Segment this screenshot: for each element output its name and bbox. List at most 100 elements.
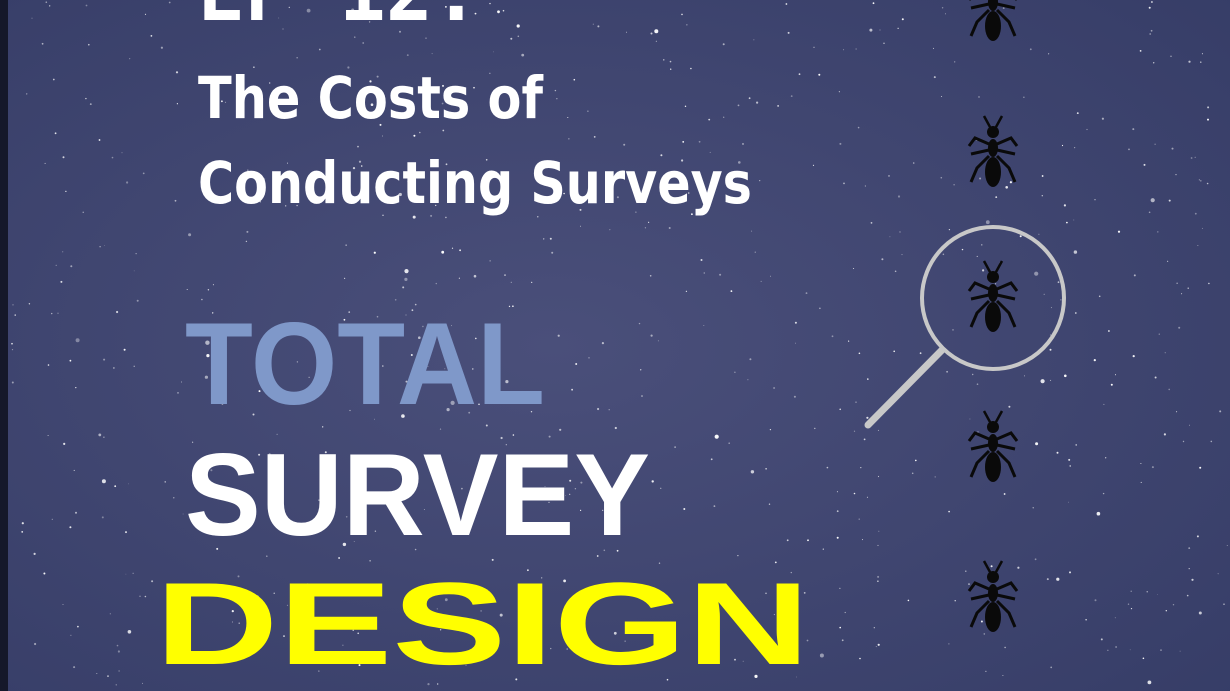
- star: [70, 265, 73, 268]
- star: [1069, 571, 1071, 574]
- star: [812, 164, 815, 166]
- star: [128, 483, 130, 485]
- star: [281, 526, 284, 528]
- star: [580, 481, 583, 484]
- star: [1100, 638, 1103, 641]
- star: [819, 653, 824, 658]
- star: [566, 648, 568, 650]
- star: [753, 39, 755, 41]
- star: [221, 100, 223, 103]
- star: [450, 400, 455, 405]
- star: [554, 89, 557, 92]
- star: [221, 402, 224, 405]
- star: [405, 380, 408, 383]
- star: [496, 208, 498, 210]
- star: [1009, 181, 1013, 184]
- star: [201, 76, 204, 79]
- star: [1049, 334, 1051, 336]
- magnifying-glass-icon: [864, 225, 1066, 429]
- star: [790, 571, 792, 574]
- star: [459, 249, 461, 252]
- star: [451, 247, 454, 249]
- star: [742, 660, 744, 662]
- star: [723, 116, 725, 118]
- star: [210, 469, 213, 472]
- star: [26, 93, 28, 95]
- star: [115, 684, 117, 686]
- star: [427, 683, 430, 686]
- star: [934, 476, 936, 478]
- star: [385, 196, 388, 198]
- star: [888, 175, 890, 177]
- star: [858, 352, 861, 355]
- star: [468, 411, 471, 414]
- star: [592, 23, 594, 25]
- star: [1200, 180, 1202, 182]
- star: [650, 334, 653, 337]
- star: [252, 413, 255, 416]
- star: [1181, 293, 1183, 295]
- star: [795, 342, 796, 344]
- star: [883, 42, 885, 44]
- star: [1175, 174, 1177, 176]
- star: [11, 349, 14, 351]
- star: [666, 678, 669, 681]
- star: [877, 575, 880, 578]
- star: [318, 499, 320, 501]
- star: [164, 481, 166, 483]
- star: [573, 78, 576, 81]
- star: [504, 274, 506, 276]
- star: [135, 253, 137, 255]
- star: [1041, 175, 1044, 177]
- star: [915, 459, 917, 462]
- star: [703, 325, 705, 326]
- star: [657, 340, 659, 342]
- star: [282, 28, 284, 30]
- star: [700, 259, 703, 261]
- star: [451, 325, 452, 327]
- star: [98, 139, 101, 141]
- star: [1148, 6, 1151, 9]
- star: [1150, 198, 1155, 203]
- star: [1046, 578, 1049, 581]
- star: [398, 192, 402, 197]
- star: [101, 479, 106, 484]
- star: [980, 620, 983, 623]
- star: [728, 442, 730, 445]
- star: [1167, 260, 1169, 262]
- star: [1034, 271, 1039, 276]
- star: [316, 521, 319, 524]
- star: [306, 8, 311, 13]
- star: [472, 368, 474, 370]
- star: [1210, 440, 1213, 443]
- star: [1188, 60, 1191, 63]
- star: [976, 255, 978, 257]
- star: [1157, 231, 1159, 233]
- star: [977, 431, 979, 433]
- star: [12, 304, 14, 306]
- star: [597, 25, 600, 28]
- star: [713, 505, 716, 507]
- star: [266, 555, 268, 557]
- star: [765, 592, 767, 595]
- left-border: [0, 0, 8, 691]
- star: [537, 216, 539, 218]
- star: [869, 28, 873, 32]
- star: [104, 245, 105, 246]
- star: [240, 651, 242, 653]
- star: [444, 598, 448, 602]
- star: [109, 613, 111, 615]
- star: [1199, 466, 1202, 469]
- star: [493, 51, 494, 53]
- star: [784, 634, 787, 638]
- star: [322, 426, 324, 428]
- star: [682, 141, 685, 143]
- star: [432, 332, 434, 334]
- star: [1186, 594, 1189, 597]
- star: [1093, 359, 1096, 362]
- star: [1115, 374, 1116, 376]
- star: [69, 359, 72, 362]
- star: [563, 579, 566, 583]
- star: [894, 270, 897, 273]
- star: [126, 181, 129, 184]
